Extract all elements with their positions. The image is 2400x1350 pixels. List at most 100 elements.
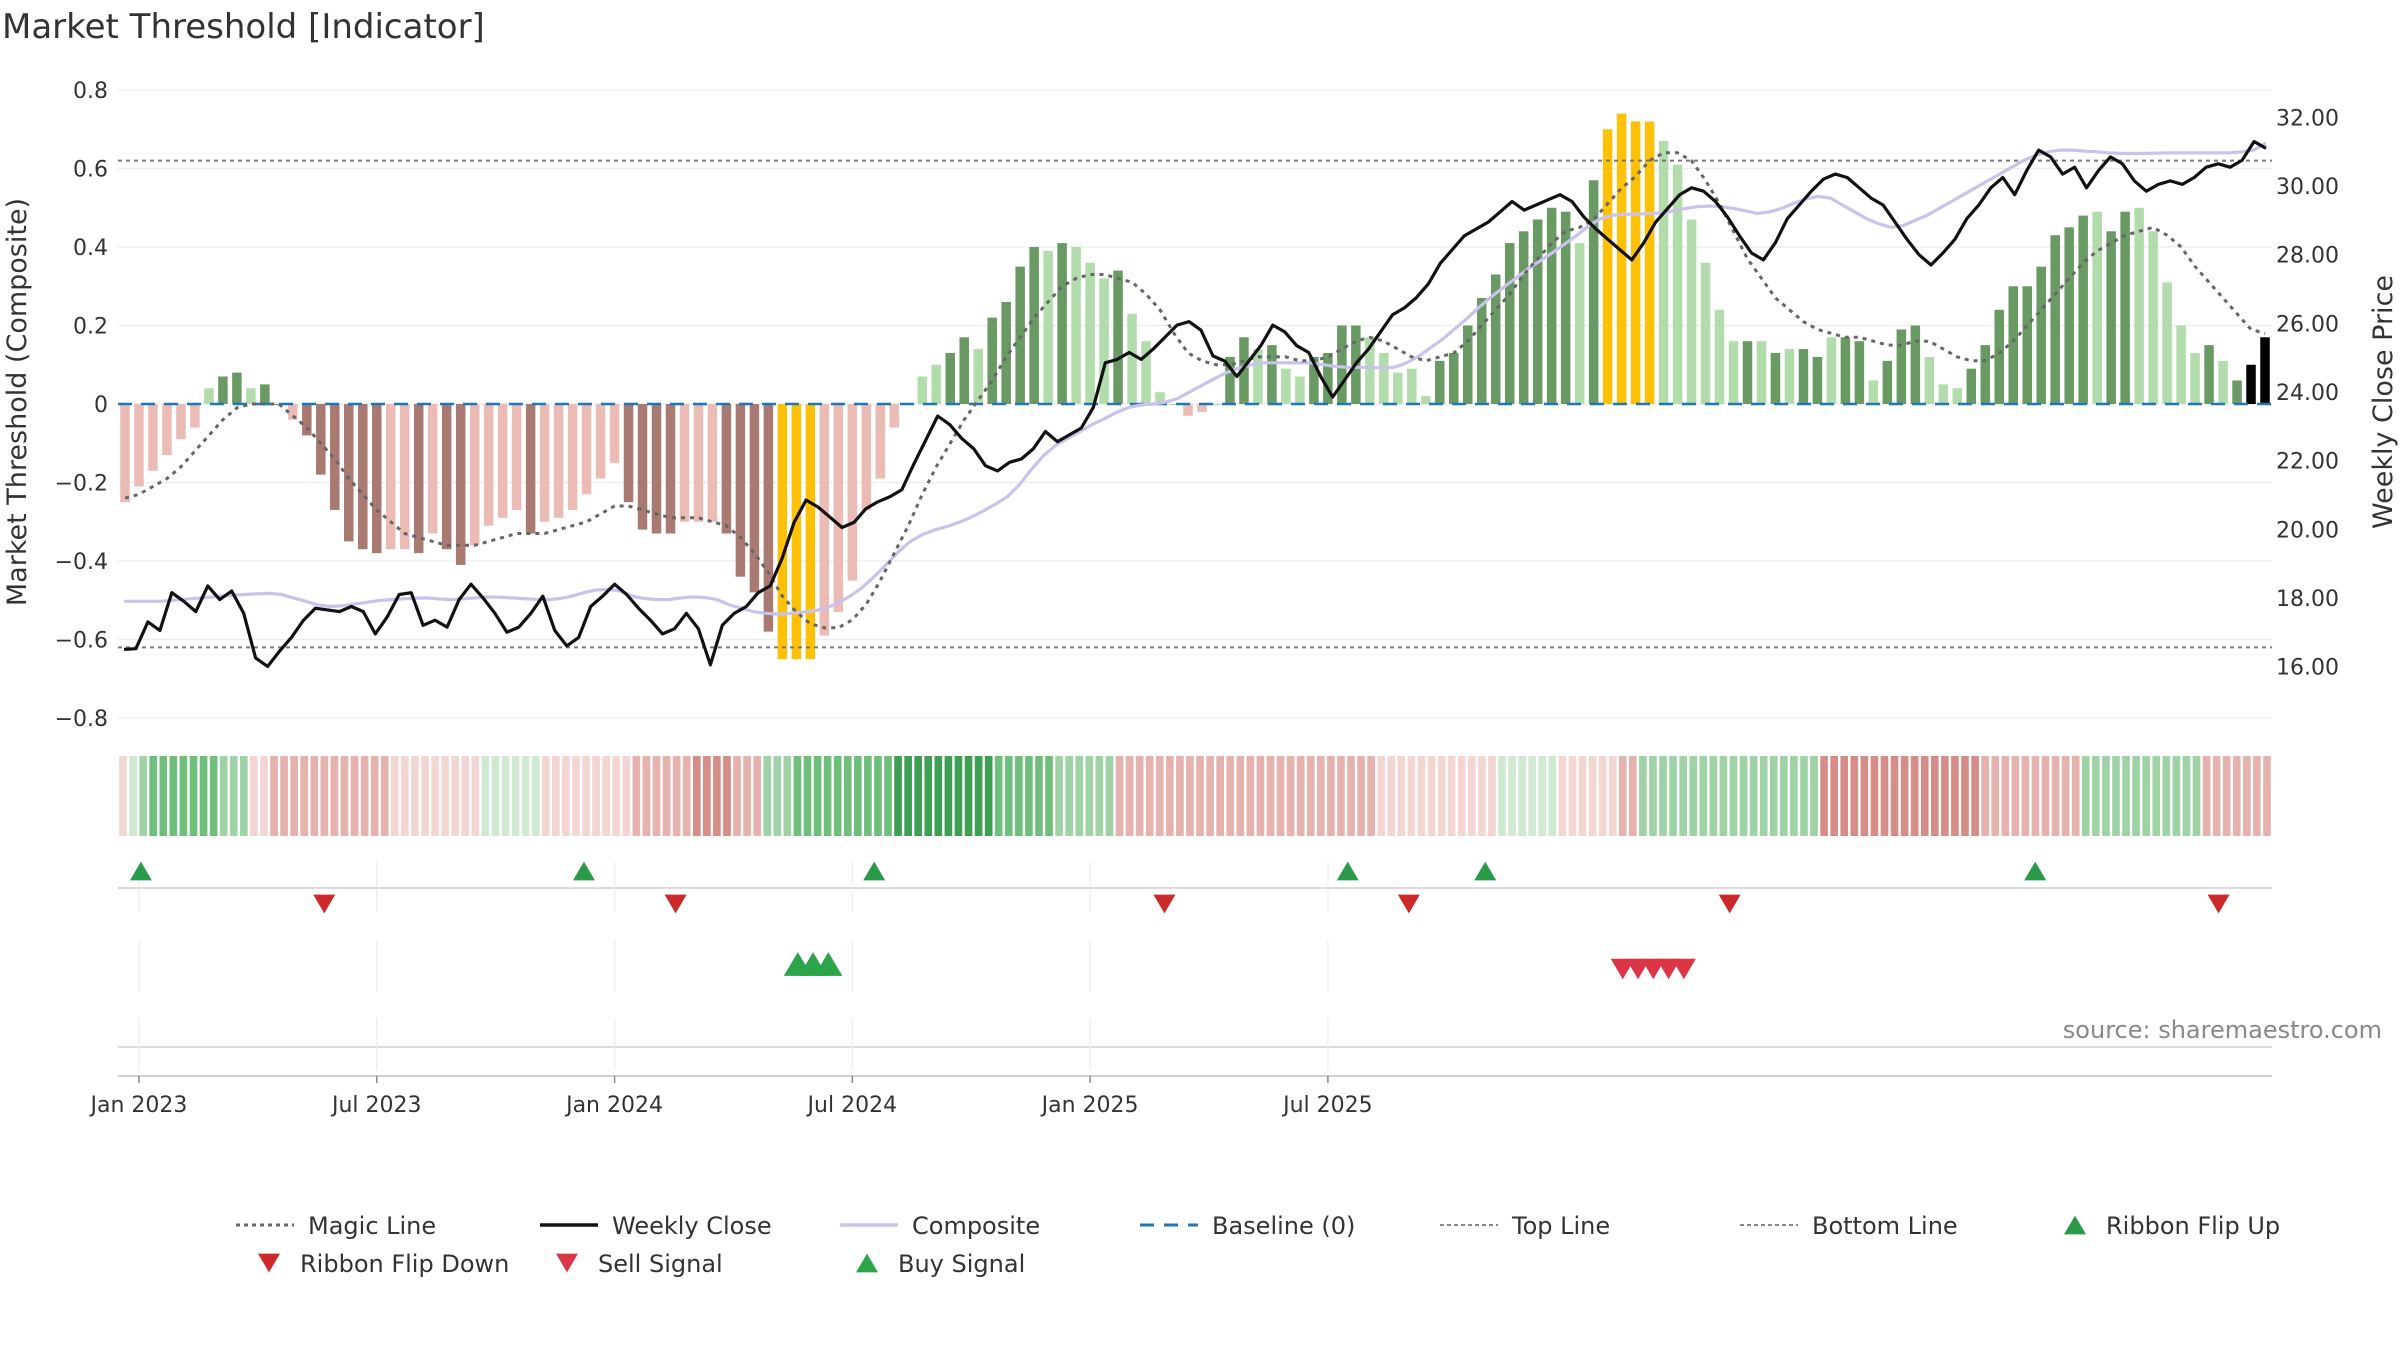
ribbon-cell (380, 756, 389, 836)
ribbon-cell (1800, 756, 1808, 836)
threshold-bar (1462, 325, 1473, 404)
ribbon-cell (1125, 756, 1134, 836)
threshold-bar (1476, 298, 1487, 404)
ribbon-cell (682, 756, 691, 836)
ribbon-flip-down-marker (1718, 894, 1741, 914)
threshold-bar (875, 404, 886, 479)
ribbon-cell (904, 756, 912, 836)
ribbon-cell (1719, 756, 1728, 836)
ribbon-cell (1155, 756, 1164, 836)
legend-swatch-down-icon (258, 1253, 280, 1273)
ribbon-flip-down-marker (1397, 894, 1420, 914)
ribbon-cell (2122, 756, 2130, 836)
threshold-bar (805, 404, 816, 660)
threshold-bar (1882, 360, 1893, 404)
ribbon-cell (1689, 756, 1698, 836)
ribbon-cell (1457, 756, 1466, 836)
ribbon-cell (2232, 756, 2241, 836)
threshold-bar (1602, 129, 1613, 404)
threshold-bar (833, 404, 844, 613)
ribbon-cell (1478, 756, 1486, 836)
threshold-bar (1546, 207, 1557, 404)
ribbon-cell (733, 756, 741, 836)
ribbon-cell (2011, 756, 2020, 836)
ribbon-cell (169, 756, 178, 836)
ribbon-cell (562, 756, 570, 836)
ribbon-cell (1226, 756, 1235, 836)
ribbon-cell (964, 756, 973, 836)
threshold-bar (2190, 352, 2200, 404)
threshold-bar (330, 404, 340, 510)
threshold-bar (2134, 207, 2144, 404)
threshold-bar (1728, 341, 1739, 404)
threshold-bar (2148, 231, 2158, 404)
left-tick-label: 0.2 (73, 315, 108, 340)
ribbon-cell (813, 756, 822, 836)
threshold-bar (609, 404, 620, 463)
ribbon-cell (2031, 756, 2040, 836)
threshold-bar (1644, 121, 1655, 405)
magic-line (124, 151, 2266, 630)
legend-item: Weekly Close (540, 1212, 772, 1240)
ribbon-cell (360, 756, 369, 836)
threshold-bar (469, 404, 480, 546)
ribbon-cell (1629, 756, 1637, 836)
ribbon-flip-up-marker (129, 861, 152, 881)
ribbon-cell (199, 756, 208, 836)
ribbon-cell (239, 756, 248, 836)
ribbon-cell (823, 756, 832, 836)
threshold-bar (1127, 313, 1137, 404)
ribbon-flip-down-marker (313, 894, 336, 914)
ribbon-cell (340, 756, 349, 836)
ribbon-cell (612, 756, 621, 836)
ribbon-cell (1558, 756, 1567, 836)
threshold-bar (1001, 301, 1011, 404)
ribbon-cell (1316, 756, 1325, 836)
ribbon-cell (763, 756, 772, 836)
threshold-bar (1868, 380, 1879, 404)
ribbon-cell (1699, 756, 1708, 836)
ribbon-cell (1447, 756, 1456, 836)
x-tick-label: Jan 2023 (89, 1093, 188, 1118)
ribbon-cell (652, 756, 661, 836)
ribbon-cell (1045, 756, 1053, 836)
ribbon-cell (934, 756, 943, 836)
ribbon-cell (1437, 756, 1446, 836)
threshold-bar (791, 404, 802, 660)
x-tick-label: Jul 2025 (1281, 1093, 1373, 1118)
left-tick-label: 0.8 (73, 79, 108, 104)
sell-signal-marker (1610, 958, 1635, 980)
threshold-bar (553, 404, 564, 518)
ribbon-cell (602, 756, 610, 836)
ribbon-cell (300, 756, 309, 836)
ribbon-cell (1659, 756, 1667, 836)
ribbon-cell (1407, 756, 1416, 836)
x-tick-label: Jan 2024 (564, 1093, 663, 1118)
ribbon-cell (1669, 756, 1677, 836)
ribbon-cell (1085, 756, 1094, 836)
ribbon-cell (451, 756, 460, 836)
signal-markers (118, 861, 2272, 1070)
x-tick-label: Jul 2023 (330, 1093, 422, 1118)
threshold-bar (1295, 376, 1305, 404)
threshold-bar (2120, 211, 2130, 404)
ribbon-cell (2132, 756, 2140, 836)
threshold-bar (1588, 180, 1599, 404)
ribbon-cell (1105, 756, 1114, 836)
threshold-bar (1770, 352, 1781, 404)
ribbon-cell (1649, 756, 1657, 836)
ribbon-cell (1296, 756, 1305, 836)
ribbon-cell (1880, 756, 1889, 836)
threshold-bar (2204, 345, 2214, 404)
threshold-bar (707, 404, 718, 522)
threshold-bar (1518, 231, 1529, 404)
ribbon-cell (1256, 756, 1265, 836)
legend-label: Top Line (1511, 1212, 1610, 1240)
legend-swatch-up-icon (856, 1253, 878, 1273)
threshold-bar (665, 404, 676, 534)
ribbon-cell (1900, 756, 1909, 836)
ribbon-cell (1306, 756, 1315, 836)
ribbon-cell (984, 756, 993, 836)
threshold-bar (190, 404, 200, 428)
